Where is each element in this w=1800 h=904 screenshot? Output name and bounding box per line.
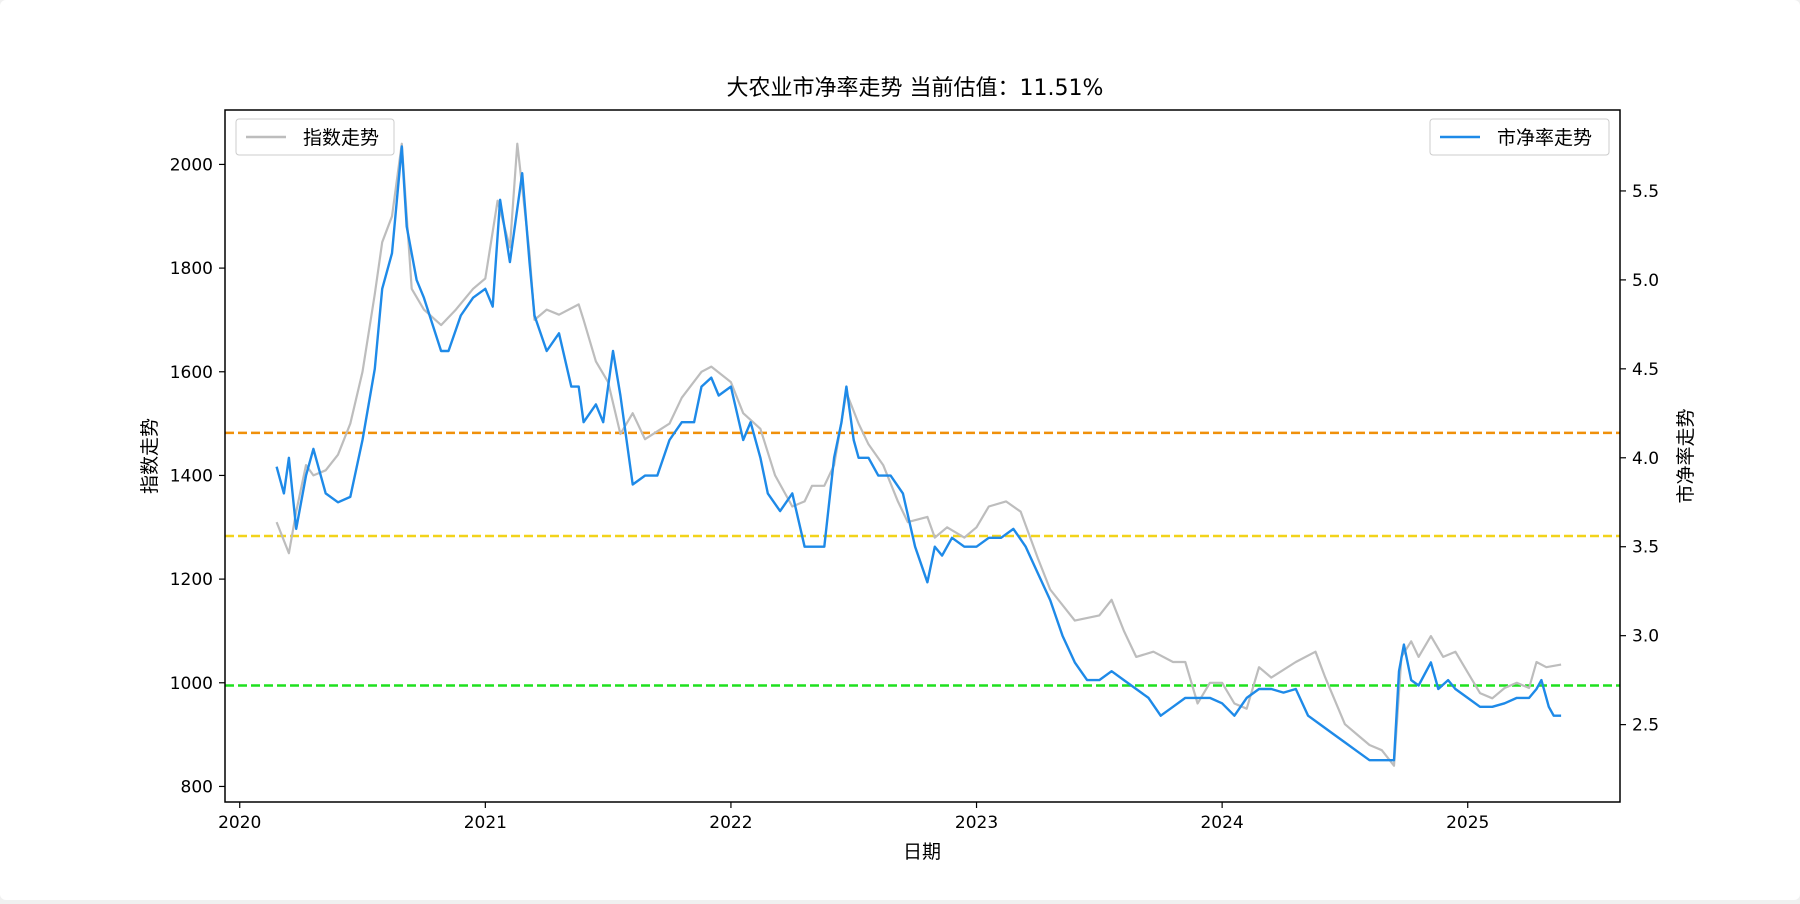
legend-pb-label: 市净率走势 [1497,127,1592,149]
x-tick-label: 2022 [709,813,752,833]
y-left-tick-label: 1400 [170,466,213,486]
x-tick-label: 2020 [218,813,261,833]
legend-index: 指数走势 [235,118,395,156]
y-right-tick-label: 2.5 [1632,716,1659,736]
x-tick-label: 2023 [955,813,998,833]
y-right-tick-label: 4.5 [1632,360,1659,380]
y-right-axis-label: 市净率走势 [1675,408,1697,503]
legend-index-box [235,118,395,156]
y-left-axis-label: 指数走势 [139,418,161,494]
y-right-tick-label: 4.0 [1632,449,1659,469]
index-trend-line [275,142,1562,767]
x-tick-label: 2021 [464,813,507,833]
y-right-tick-label: 5.5 [1632,182,1659,202]
y-left-tick-label: 2000 [170,155,213,175]
y-right-tick-label: 5.0 [1632,271,1659,291]
chart-title: 大农业市净率走势 当前估值：11.51% [727,76,1104,101]
pb-trend-line [275,145,1562,762]
x-axis-label: 日期 [903,841,941,863]
y-left-tick-label: 1600 [170,363,213,383]
x-tick-label: 2024 [1200,813,1243,833]
x-tick-label: 2025 [1446,813,1489,833]
y-left-tick-label: 1200 [170,570,213,590]
legend-pb: 市净率走势 [1429,118,1610,156]
y-left-tick-label: 1000 [170,674,213,694]
y-right-tick-label: 3.0 [1632,627,1659,647]
y-right-tick-label: 3.5 [1632,538,1659,558]
legend-pb-box [1429,118,1610,156]
legend-index-label: 指数走势 [303,127,379,149]
plot-area-frame [224,109,1621,803]
y-left-tick-label: 1800 [170,259,213,279]
y-left-tick-label: 800 [181,777,213,797]
